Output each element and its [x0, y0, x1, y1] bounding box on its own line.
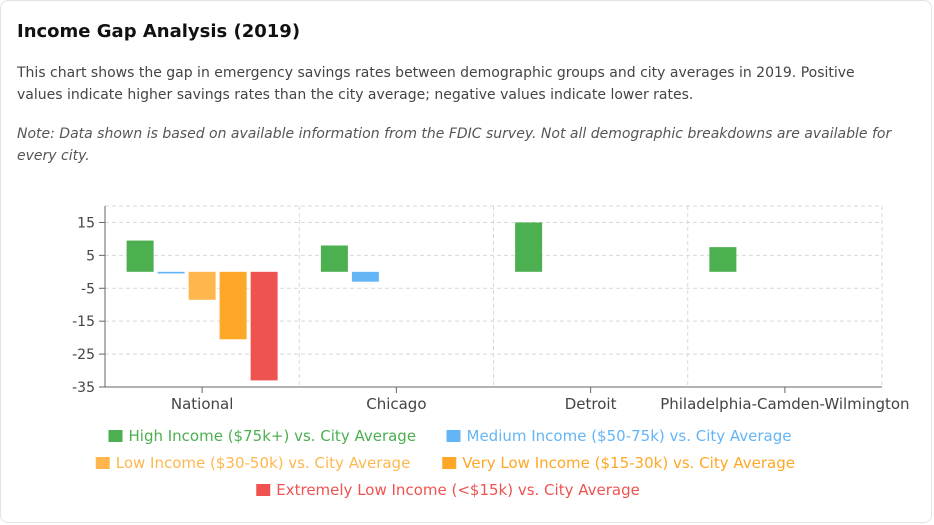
legend-swatch — [256, 484, 271, 496]
bar — [515, 222, 543, 272]
bar — [250, 271, 278, 381]
y-tick-label: -5 — [81, 281, 95, 297]
x-tick-label: Detroit — [565, 395, 617, 413]
legend-swatch — [446, 430, 461, 442]
y-tick-label: -25 — [72, 347, 95, 363]
legend-swatch — [442, 457, 457, 469]
bar — [157, 271, 185, 274]
x-tick-label: National — [171, 395, 234, 413]
bar — [709, 247, 737, 272]
bar — [219, 271, 247, 340]
y-tick-label: -15 — [72, 314, 95, 330]
y-tick-label: 15 — [77, 215, 95, 231]
y-tick-label: 5 — [86, 248, 95, 264]
x-tick-label: Chicago — [366, 395, 426, 413]
legend-swatch — [108, 430, 123, 442]
y-tick-label: -35 — [72, 380, 95, 396]
page-title: Income Gap Analysis (2019) — [17, 21, 301, 42]
legend-swatch — [95, 457, 110, 469]
x-tick-label: Philadelphia-Camden-Wilmington — [660, 395, 909, 413]
bar — [126, 240, 154, 272]
bar — [188, 271, 216, 300]
legend-label: Medium Income ($50-75k) vs. City Average — [467, 427, 792, 445]
data-note: Note: Data shown is based on available i… — [17, 126, 892, 164]
bar — [351, 271, 379, 282]
legend-label: High Income ($75k+) vs. City Average — [129, 427, 417, 445]
chart-description: This chart shows the gap in emergency sa… — [17, 65, 855, 103]
legend-label: Extremely Low Income (<$15k) vs. City Av… — [276, 481, 640, 499]
legend-label: Low Income ($30-50k) vs. City Average — [116, 454, 411, 472]
legend-label: Very Low Income ($15-30k) vs. City Avera… — [462, 454, 795, 472]
bar — [320, 245, 348, 272]
